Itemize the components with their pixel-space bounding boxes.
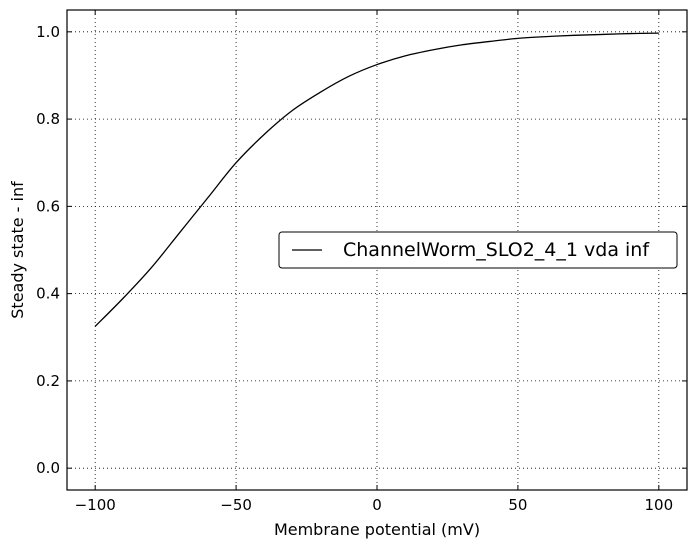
ticks bbox=[67, 10, 687, 490]
x-tick-label: 50 bbox=[508, 496, 527, 514]
y-tick-label: 0.4 bbox=[36, 285, 60, 303]
legend: ChannelWorm_SLO2_4_1 vda inf bbox=[278, 231, 678, 269]
x-axis-label: Membrane potential (mV) bbox=[274, 520, 480, 539]
y-tick-label: 0.6 bbox=[36, 197, 60, 215]
y-tick-label: 0.2 bbox=[36, 372, 60, 390]
x-tick-label: −100 bbox=[75, 496, 116, 514]
x-tick-label: 0 bbox=[372, 496, 382, 514]
legend-box bbox=[278, 231, 678, 269]
y-tick-label: 1.0 bbox=[36, 23, 60, 41]
y-axis-label: Steady state - inf bbox=[8, 181, 27, 319]
y-tick-label: 0.8 bbox=[36, 110, 60, 128]
series-line-channelworm-slo2 bbox=[94, 32, 659, 327]
x-tick-label: −50 bbox=[220, 496, 252, 514]
legend-entry-label: ChannelWorm_SLO2_4_1 vda inf bbox=[343, 239, 650, 261]
x-tick-label: 100 bbox=[644, 496, 673, 514]
y-tick-label: 0.0 bbox=[36, 459, 60, 477]
tick-labels: −100 −50 0 50 100 0.0 0.2 0.4 0.6 0.8 1.0 bbox=[36, 23, 673, 514]
